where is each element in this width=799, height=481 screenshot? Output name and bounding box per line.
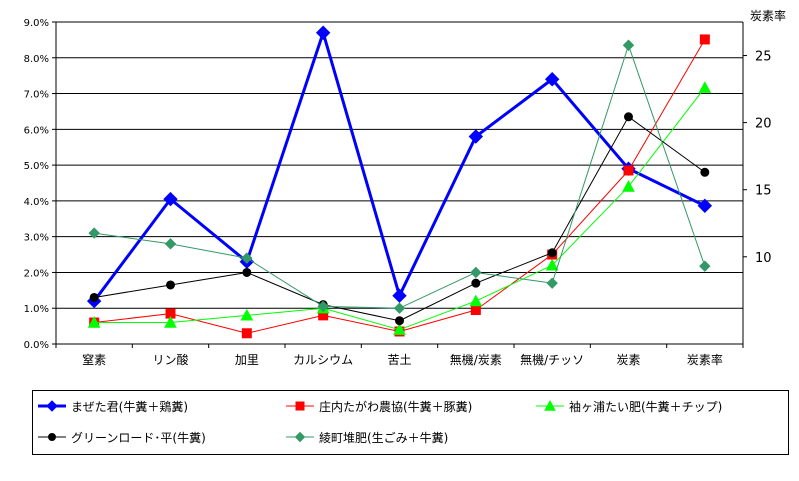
legend-marker-series-1 bbox=[38, 400, 66, 412]
series-layer bbox=[86, 25, 713, 339]
data-point bbox=[623, 165, 634, 176]
data-point bbox=[164, 238, 177, 250]
left-axis-ticks: 0.0% 1.0% 2.0% 3.0% 4.0% 5.0% 6.0% 7.0% 8.0% 9.0% bbox=[24, 18, 56, 351]
legend-symbol bbox=[544, 399, 556, 411]
legend-marker-series-2 bbox=[286, 401, 314, 411]
data-point bbox=[163, 191, 178, 207]
data-point bbox=[88, 227, 100, 239]
legend-symbol bbox=[46, 400, 58, 412]
legend-marker-series-4 bbox=[38, 433, 66, 441]
left-tick-label: 2.0% bbox=[24, 268, 49, 279]
left-tick-label: 4.0% bbox=[24, 197, 49, 208]
x-axis-ticks: 窒素 リン酸 加里 カルシウム 苦土 無機/炭素 無機/チッソ 炭素 炭素率 bbox=[55, 344, 744, 367]
series-5 bbox=[88, 39, 711, 314]
carbon-ratio-point bbox=[699, 260, 711, 272]
data-point bbox=[241, 252, 253, 264]
x-tick-label: カルシウム bbox=[293, 353, 353, 367]
carbon-ratio-point bbox=[697, 198, 713, 214]
x-tick-label: リン酸 bbox=[152, 352, 188, 367]
data-point bbox=[469, 294, 483, 307]
data-point bbox=[393, 302, 406, 314]
legend-label-series-3: 袖ヶ浦たい肥(牛糞＋チップ) bbox=[569, 399, 723, 414]
legend-marker-series-5 bbox=[286, 431, 314, 443]
carbon-ratio-point bbox=[699, 34, 710, 45]
data-point bbox=[622, 180, 635, 192]
data-point bbox=[622, 39, 635, 51]
data-point bbox=[624, 112, 633, 122]
data-point bbox=[315, 25, 331, 40]
data-point bbox=[471, 278, 481, 288]
x-tick-label: 無機/チッソ bbox=[520, 352, 584, 367]
legend: まぜた君(牛糞＋鶏糞) 庄内たがわ農協(牛糞＋豚糞) 袖ヶ浦たい肥(牛糞＋チップ… bbox=[32, 390, 789, 455]
left-tick-label: 9.0% bbox=[24, 18, 49, 29]
left-tick-label: 7.0% bbox=[24, 90, 49, 101]
right-tick-label: 15 bbox=[755, 184, 772, 199]
data-point bbox=[544, 72, 560, 87]
data-point bbox=[242, 267, 252, 277]
data-point bbox=[317, 300, 329, 313]
x-tick-label: 苦土 bbox=[387, 353, 411, 367]
x-tick-label: 窒素 bbox=[82, 352, 106, 367]
legend-item-series-1: まぜた君(牛糞＋鶏糞) bbox=[37, 397, 188, 415]
x-tick-label: 加里 bbox=[235, 353, 259, 367]
legend-label-series-2: 庄内たがわ農協(牛糞＋豚糞) bbox=[319, 399, 473, 414]
data-point bbox=[547, 248, 557, 258]
legend-marker-series-3 bbox=[536, 399, 564, 411]
right-tick-label: 10 bbox=[755, 251, 772, 266]
legend-label-series-5: 綾町堆肥(生ごみ＋牛糞) bbox=[319, 430, 449, 445]
x-tick-label: 無機/炭素 bbox=[450, 352, 502, 367]
carbon-ratio-point bbox=[700, 167, 710, 177]
data-point bbox=[470, 266, 482, 279]
data-point bbox=[395, 316, 404, 326]
data-point bbox=[240, 308, 254, 321]
chart: 0.0% 1.0% 2.0% 3.0% 4.0% 5.0% 6.0% 7.0% 8.0% 9.0%… bbox=[24, 8, 786, 367]
legend-label-series-4: グリーンロード･平(牛糞) bbox=[71, 430, 206, 445]
data-point bbox=[166, 280, 175, 290]
data-point bbox=[89, 292, 99, 302]
legend-item-series-5: 綾町堆肥(生ごみ＋牛糞) bbox=[285, 428, 448, 446]
left-tick-label: 8.0% bbox=[24, 54, 49, 65]
data-point bbox=[392, 288, 407, 303]
data-point bbox=[164, 315, 177, 328]
right-tick-label: 20 bbox=[755, 117, 772, 132]
legend-symbol bbox=[294, 431, 306, 443]
legend-symbol bbox=[48, 433, 56, 441]
left-tick-label: 3.0% bbox=[24, 233, 49, 244]
x-tick-label: 炭素率 bbox=[687, 352, 723, 367]
data-point bbox=[241, 328, 252, 339]
series-3 bbox=[87, 81, 712, 335]
right-axis-title: 炭素率 bbox=[750, 8, 786, 23]
x-tick-label: 炭素 bbox=[616, 353, 640, 367]
left-tick-label: 5.0% bbox=[24, 161, 49, 172]
legend-symbol bbox=[295, 401, 305, 411]
data-point bbox=[545, 258, 559, 271]
data-point bbox=[546, 277, 558, 289]
data-point bbox=[470, 305, 481, 316]
legend-label-series-1: まぜた君(牛糞＋鶏糞) bbox=[71, 399, 189, 414]
series-4 bbox=[89, 112, 710, 326]
left-tick-label: 0.0% bbox=[24, 340, 49, 351]
data-point bbox=[393, 323, 406, 335]
right-tick-label: 25 bbox=[755, 50, 772, 65]
left-tick-label: 1.0% bbox=[24, 304, 49, 315]
legend-item-series-2: 庄内たがわ農協(牛糞＋豚糞) bbox=[285, 397, 472, 415]
legend-item-series-3: 袖ヶ浦たい肥(牛糞＋チップ) bbox=[535, 397, 722, 415]
right-axis-ticks: 10 15 20 25 bbox=[743, 50, 772, 266]
data-point bbox=[468, 129, 484, 144]
legend-item-series-4: グリーンロード･平(牛糞) bbox=[37, 428, 206, 446]
data-point bbox=[87, 315, 101, 328]
left-tick-label: 6.0% bbox=[24, 125, 49, 136]
carbon-ratio-point bbox=[698, 81, 712, 93]
